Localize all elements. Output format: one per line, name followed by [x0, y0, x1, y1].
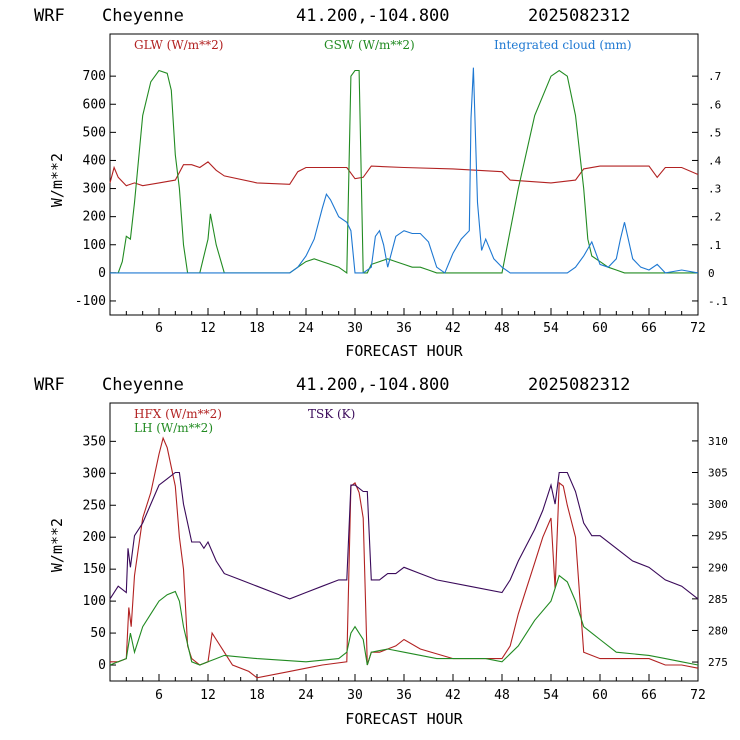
bottom-header-init: 2025082312: [528, 375, 630, 395]
x-tick-label: 48: [494, 688, 510, 703]
x-tick-label: 54: [543, 688, 559, 703]
y2-tick-label: .4: [708, 154, 722, 167]
y2-tick-label: -.1: [708, 295, 728, 308]
y2-tick-label: 280: [708, 624, 728, 637]
x-tick-label: 18: [249, 688, 265, 703]
bottom-legend-lh: LH (W/m**2): [134, 421, 213, 435]
bottom-header-station: Cheyenne: [102, 375, 184, 395]
y-tick-label: 300: [83, 182, 106, 197]
series-line-lh: [109, 574, 699, 666]
top-series-lines: [109, 67, 699, 274]
x-tick-label: 18: [249, 321, 265, 336]
y2-tick-label: 0: [708, 267, 715, 280]
y-tick-label: 300: [83, 466, 106, 481]
x-tick-label: 60: [592, 321, 608, 336]
x-tick-label: 6: [155, 321, 163, 336]
y-tick-label: 0: [98, 658, 106, 673]
bottom-series-lines: [109, 436, 699, 679]
top-header-model: WRF: [34, 6, 65, 26]
top-header-station: Cheyenne: [102, 6, 184, 26]
x-tick-label: 12: [200, 688, 216, 703]
x-tick-label: 30: [347, 321, 363, 336]
top-header-coords: 41.200,-104.800: [296, 6, 450, 26]
bottom-xlabel: FORECAST HOUR: [345, 710, 463, 728]
y2-tick-label: .6: [708, 98, 721, 111]
series-line-glw: [109, 161, 699, 187]
y-tick-label: 700: [83, 69, 106, 84]
y2-tick-label: 275: [708, 656, 728, 669]
y2-tick-label: 300: [708, 498, 728, 511]
y-tick-label: 600: [83, 97, 106, 112]
series-line-tsk: [109, 471, 699, 600]
bottom-panel: WRF Cheyenne 41.200,-104.800 2025082312 …: [34, 375, 728, 728]
y2-tick-label: 310: [708, 435, 728, 448]
x-tick-label: 24: [298, 688, 314, 703]
y2-tick-label: .5: [708, 126, 721, 139]
y2-tick-label: 305: [708, 467, 728, 480]
top-panel: WRF Cheyenne 41.200,-104.800 2025082312 …: [34, 6, 728, 360]
x-tick-label: 72: [690, 688, 706, 703]
top-legend-glw: GLW (W/m**2): [134, 38, 223, 52]
y-tick-label: 200: [83, 210, 106, 225]
x-tick-label: 42: [445, 688, 461, 703]
x-tick-label: 36: [396, 321, 412, 336]
series-line-hfx: [110, 436, 699, 679]
bottom-y2-ticks: 275 280 285 290 295 300 305 310: [692, 435, 728, 669]
x-tick-label: 42: [445, 321, 461, 336]
bottom-x-ticks: 6 12 18 24 30 36 42 48 54 60 66 72: [125, 674, 706, 703]
x-tick-label: 12: [200, 321, 216, 336]
x-tick-label: 48: [494, 321, 510, 336]
y-tick-label: 250: [83, 498, 106, 513]
x-tick-label: 30: [347, 688, 363, 703]
x-tick-label: 66: [641, 688, 657, 703]
y-tick-label: 500: [83, 125, 106, 140]
y-tick-label: 100: [83, 238, 106, 253]
x-tick-label: 66: [641, 321, 657, 336]
x-tick-label: 24: [298, 321, 314, 336]
bottom-y-ticks: 0 50 100 150 200 250 300 350: [83, 434, 116, 673]
y2-tick-label: .2: [708, 211, 721, 224]
series-line-integrated: [110, 67, 699, 274]
top-legend-gsw: GSW (W/m**2): [324, 38, 415, 52]
top-y-ticks: -100 0 100 200 300 400 500 600 700: [75, 69, 116, 309]
x-tick-label: 6: [155, 688, 163, 703]
y-tick-label: 0: [98, 266, 106, 281]
bottom-header-model: WRF: [34, 375, 65, 395]
top-y2-ticks: -.1 0 .1 .2 .3 .4 .5 .6 .7: [692, 70, 728, 308]
y-tick-label: 100: [83, 594, 106, 609]
top-header-init: 2025082312: [528, 6, 630, 26]
top-ylabel: W/m**2: [48, 153, 66, 207]
x-tick-label: 60: [592, 688, 608, 703]
y-tick-label: 400: [83, 153, 106, 168]
x-tick-label: 54: [543, 321, 559, 336]
top-xlabel: FORECAST HOUR: [345, 342, 463, 360]
y-tick-label: -100: [75, 294, 106, 309]
bottom-ylabel: W/m**2: [48, 518, 66, 572]
bottom-legend-hfx: HFX (W/m**2): [134, 407, 222, 421]
y2-tick-label: .7: [708, 70, 721, 83]
y2-tick-label: .1: [708, 239, 721, 252]
y-tick-label: 150: [83, 562, 106, 577]
top-x-ticks: 6 12 18 24 30 36 42 48 54 60 66 72: [125, 308, 706, 336]
y-tick-label: 350: [83, 434, 106, 449]
y2-tick-label: .3: [708, 183, 721, 196]
bottom-header-coords: 41.200,-104.800: [296, 375, 450, 395]
top-legend-cloud: Integrated cloud (mm): [494, 38, 632, 52]
series-line-gsw: [110, 69, 698, 274]
x-tick-label: 36: [396, 688, 412, 703]
y-tick-label: 50: [90, 626, 106, 641]
y2-tick-label: 290: [708, 561, 728, 574]
x-tick-label: 72: [690, 321, 706, 336]
y-tick-label: 200: [83, 530, 106, 545]
bottom-legend-tsk: TSK (K): [308, 407, 355, 421]
y2-tick-label: 285: [708, 593, 728, 606]
y2-tick-label: 295: [708, 530, 728, 543]
